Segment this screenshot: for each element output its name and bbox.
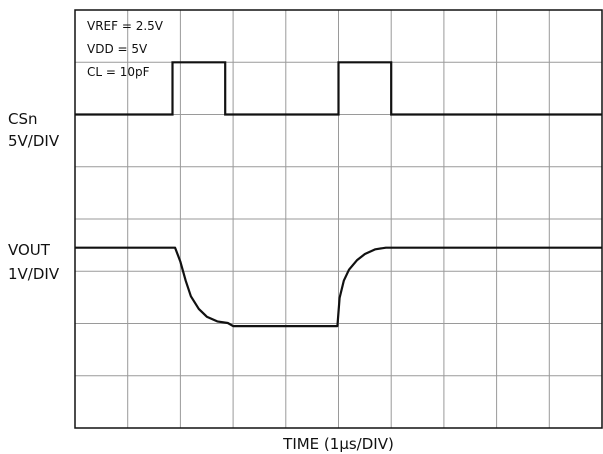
- trace-csn: [75, 61, 602, 116]
- channel-label-csn: CSn: [8, 110, 38, 128]
- channel-scale-vout: 1V/DIV: [8, 265, 60, 283]
- trace-vout: [75, 246, 602, 328]
- annotation-cl: CL = 10pF: [87, 65, 150, 79]
- annotation-vdd: VDD = 5V: [87, 42, 148, 56]
- traces: [75, 61, 602, 328]
- channel-label-vout: VOUT: [8, 241, 51, 259]
- annotation-vref: VREF = 2.5V: [87, 19, 164, 33]
- channel-scale-csn: 5V/DIV: [8, 132, 60, 150]
- x-axis-label: TIME (1µs/DIV): [282, 435, 394, 453]
- plot-frame: [74, 9, 603, 429]
